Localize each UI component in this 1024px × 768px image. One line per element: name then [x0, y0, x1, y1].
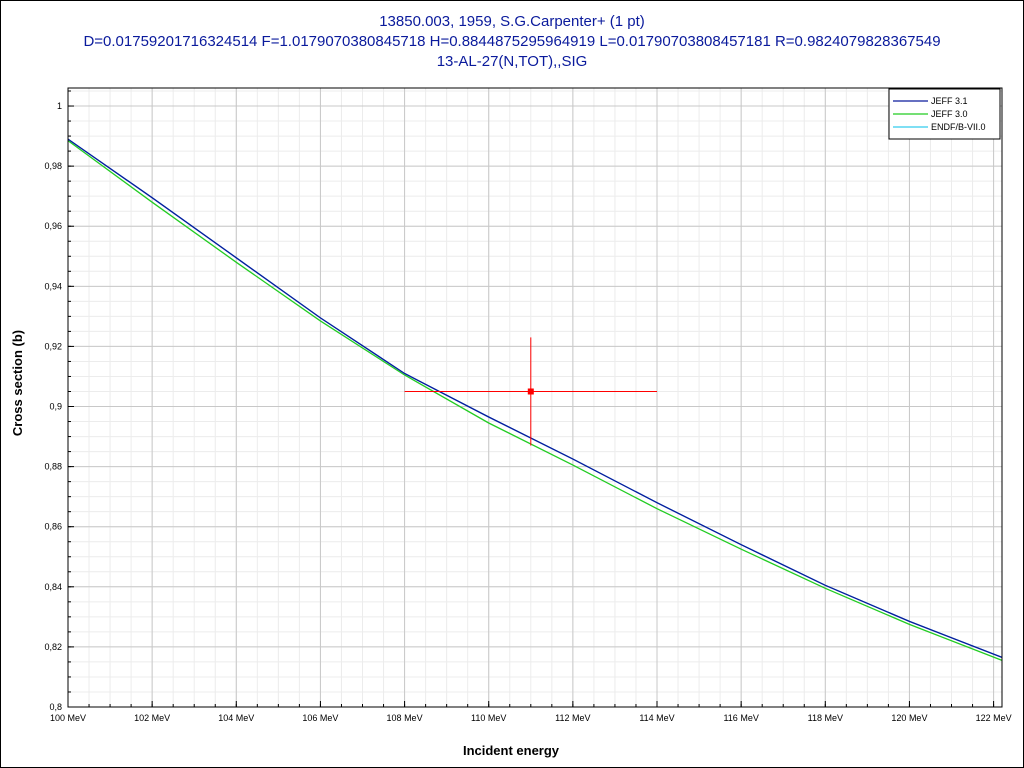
x-tick-labels: 100 MeV 102 MeV 104 MeV 106 MeV 108 MeV 110 M…: [50, 713, 1012, 723]
y-tick-labels: 0,8 0,82 0,84 0,86 0,88 0,9 0,92 0,94 0,96 0,98 1: [44, 101, 62, 712]
x-tick-label: 104 MeV: [218, 713, 254, 723]
x-tick-label: 114 MeV: [639, 713, 674, 723]
y-tick-label: 0,86: [44, 522, 62, 532]
y-tick-label: 0,88: [44, 462, 62, 472]
experimental-point-layer: [404, 337, 658, 446]
y-axis-label: Cross section (b): [10, 330, 25, 436]
x-tick-label: 122 MeV: [976, 713, 1012, 723]
x-tick-label: 120 MeV: [891, 713, 927, 723]
x-tick-label: 108 MeV: [387, 713, 423, 723]
chart-titles: 13850.003, 1959, S.G.Carpenter+ (1 pt) D…: [0, 12, 1024, 72]
y-tick-label: 0,96: [44, 221, 62, 231]
y-tick-label: 0,98: [44, 161, 62, 171]
legend-label: JEFF 3.1: [931, 96, 968, 106]
x-tick-label: 118 MeV: [808, 713, 843, 723]
x-tick-label: 102 MeV: [134, 713, 170, 723]
x-tick-label: 112 MeV: [555, 713, 590, 723]
x-tick-label: 116 MeV: [723, 713, 758, 723]
axis-ticks: [67, 90, 995, 708]
y-tick-label: 0,94: [44, 281, 62, 291]
plot-border: [67, 87, 1003, 708]
legend-label: ENDF/B-VII.0: [931, 122, 986, 132]
legend-label: JEFF 3.0: [931, 109, 968, 119]
y-tick-label: 0,8: [49, 702, 62, 712]
chart-title: 13850.003, 1959, S.G.Carpenter+ (1 pt): [379, 13, 645, 30]
y-tick-label: 1: [57, 101, 62, 111]
y-tick-label: 0,92: [44, 341, 62, 351]
chart-subtitle: D=0.01759201716324514 F=1.01790703808457…: [83, 33, 941, 50]
x-tick-label: 106 MeV: [302, 713, 338, 723]
experimental-point-marker: [527, 388, 534, 395]
x-tick-label: 110 MeV: [471, 713, 506, 723]
y-tick-label: 0,84: [44, 582, 62, 592]
chart-subtitle-reaction: 13-AL-27(N,TOT),,SIG: [436, 53, 588, 70]
x-axis-label: Incident energy: [463, 743, 560, 758]
x-tick-label: 100 MeV: [50, 713, 86, 723]
y-tick-label: 0,9: [49, 402, 62, 412]
legend: JEFF 3.1 JEFF 3.0 ENDF/B-VII.0: [888, 88, 1001, 140]
y-tick-label: 0,82: [44, 642, 62, 652]
